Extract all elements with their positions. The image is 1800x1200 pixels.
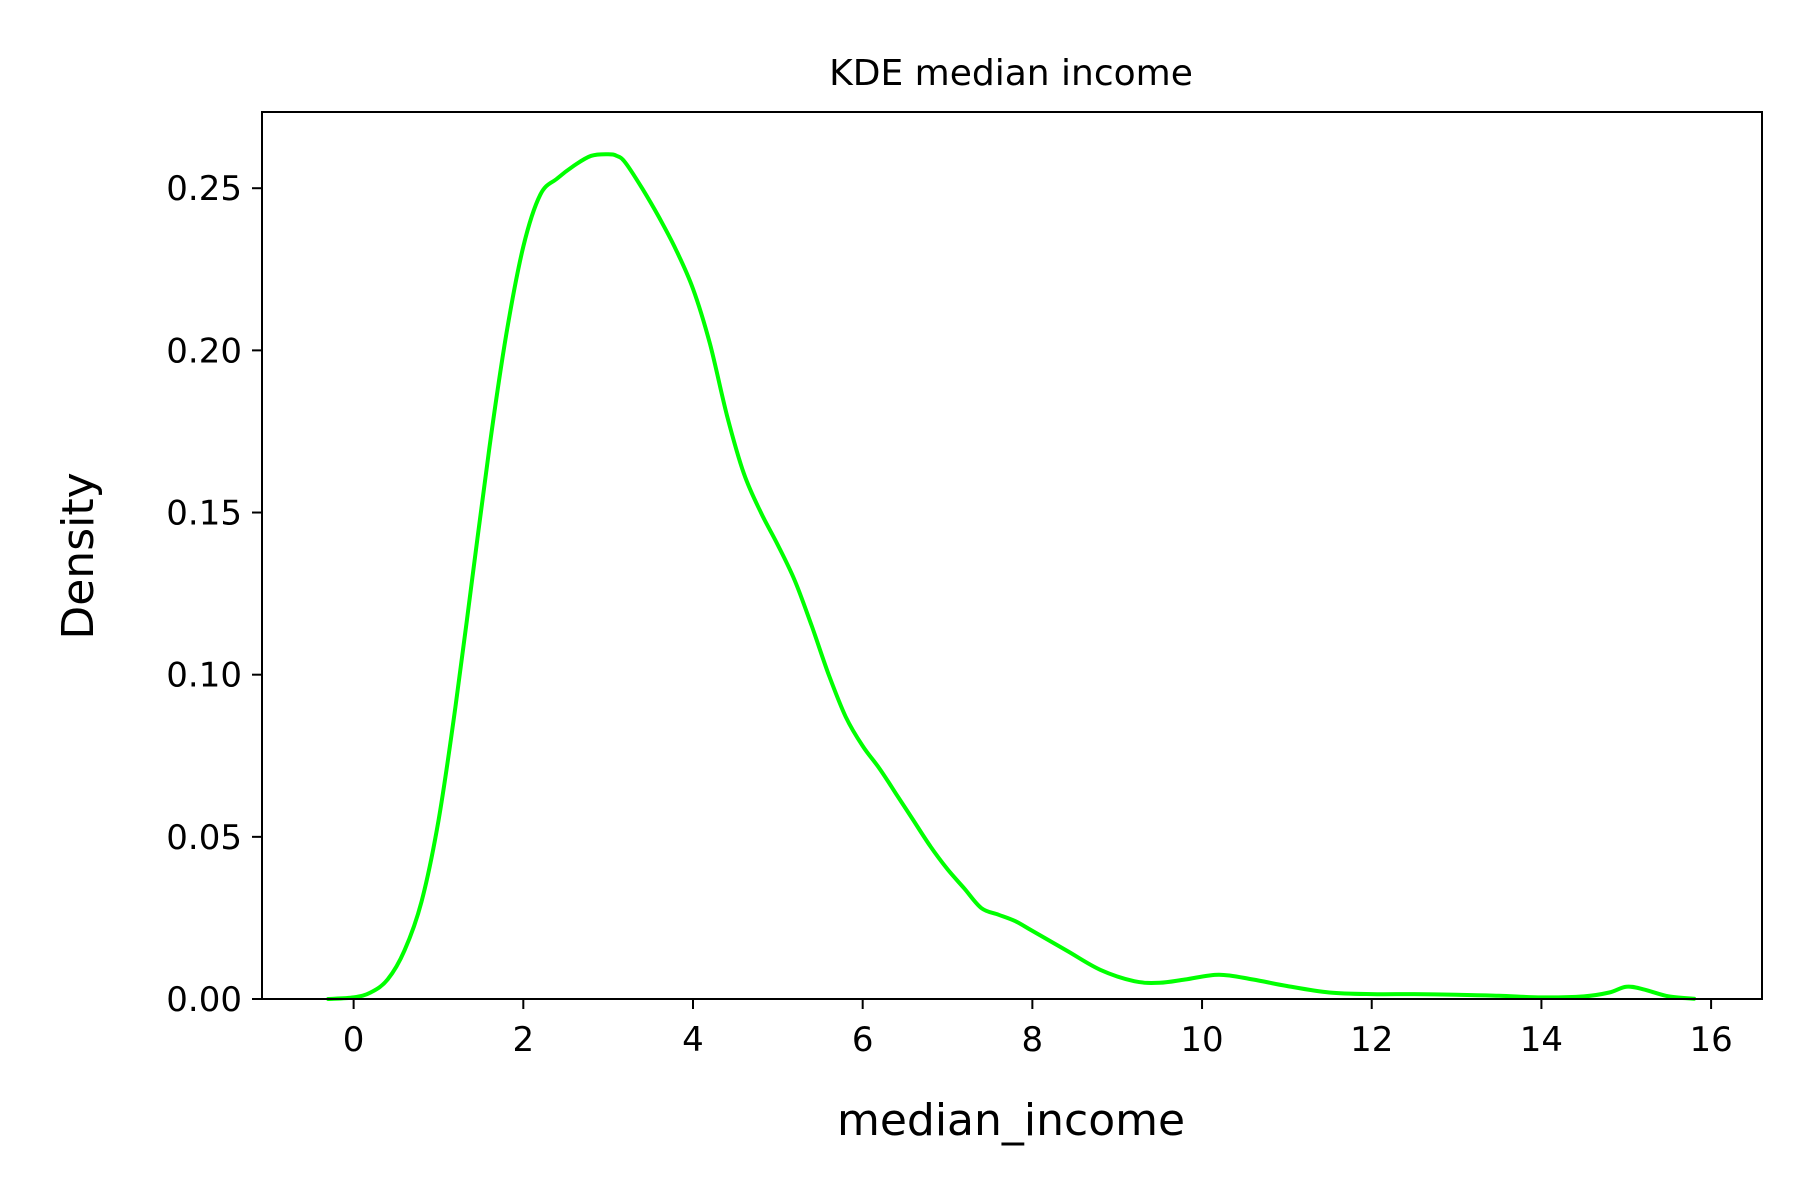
- y-tick-label: 0.25: [166, 169, 242, 209]
- axes-frame: [261, 111, 1763, 1000]
- chart-title: KDE median income: [829, 53, 1193, 94]
- x-tick-label: 0: [343, 1020, 365, 1060]
- y-tick-label: 0.15: [166, 494, 242, 534]
- kde-series-line: [326, 152, 1697, 1001]
- x-tick-label: 12: [1350, 1020, 1393, 1060]
- y-tick-label: 0.00: [166, 980, 242, 1020]
- y-axis-label: Density: [53, 472, 104, 639]
- x-axis: 0 2 4 6 8 10 12 14 16: [343, 999, 1733, 1060]
- x-tick-label: 10: [1180, 1020, 1223, 1060]
- x-tick-label: 14: [1520, 1020, 1563, 1060]
- x-axis-label: median_income: [837, 1095, 1185, 1146]
- y-tick-label: 0.20: [166, 331, 242, 371]
- x-tick-label: 2: [512, 1020, 534, 1060]
- x-tick-label: 6: [852, 1020, 874, 1060]
- y-axis: 0.00 0.05 0.10 0.15 0.20 0.25: [166, 169, 262, 1020]
- x-tick-label: 4: [682, 1020, 704, 1060]
- y-tick-label: 0.10: [166, 656, 242, 696]
- x-tick-label: 16: [1689, 1020, 1732, 1060]
- plot-area: [326, 152, 1697, 1001]
- y-tick-label: 0.05: [166, 818, 242, 858]
- x-tick-label: 8: [1022, 1020, 1044, 1060]
